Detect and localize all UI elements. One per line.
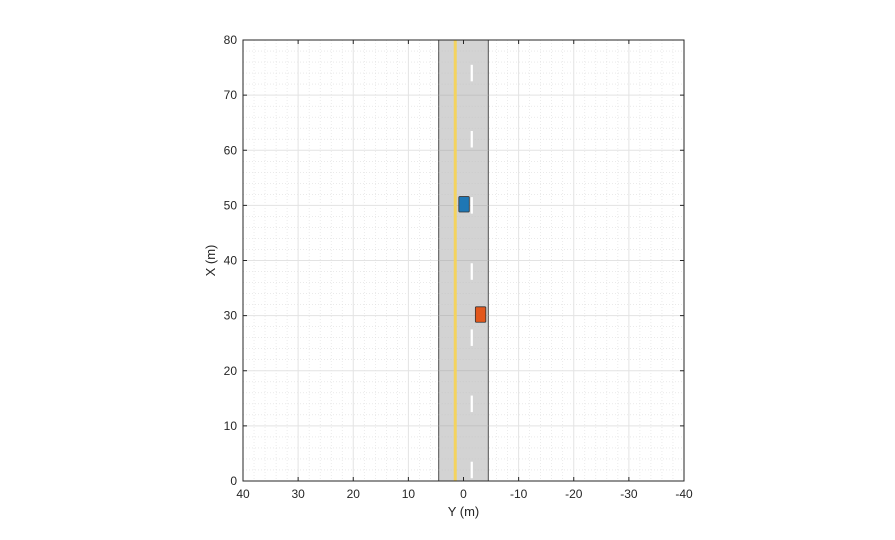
y-tick-label: 10: [224, 419, 238, 433]
x-tick-label: -30: [620, 487, 638, 501]
x-tick-label: 0: [460, 487, 467, 501]
y-tick-label: 80: [224, 33, 238, 47]
x-tick-label: 40: [236, 487, 250, 501]
x-tick-label: 20: [347, 487, 361, 501]
x-tick-label: -40: [675, 487, 693, 501]
road: [438, 39, 489, 482]
x-tick-label: 10: [402, 487, 416, 501]
y-axis-label: X (m): [203, 245, 218, 277]
y-tick-label: 30: [224, 309, 238, 323]
y-tick-label: 60: [224, 143, 238, 157]
x-axis-label: Y (m): [448, 504, 480, 519]
y-tick-label: 0: [230, 474, 237, 488]
axis-ticks: 40 30 20 10 0 -10 -20 -30 -40 0 10 20 30 40 50 60 70 80: [224, 33, 693, 501]
y-tick-label: 40: [224, 254, 238, 268]
vehicles: [458, 196, 487, 323]
x-tick-label: 30: [291, 487, 305, 501]
y-tick-label: 50: [224, 198, 238, 212]
y-tick-label: 70: [224, 88, 238, 102]
x-tick-label: -10: [510, 487, 528, 501]
vehicle-target: [474, 306, 487, 323]
x-tick-label: -20: [565, 487, 583, 501]
y-tick-label: 20: [224, 364, 238, 378]
vehicle-ego: [458, 196, 470, 213]
